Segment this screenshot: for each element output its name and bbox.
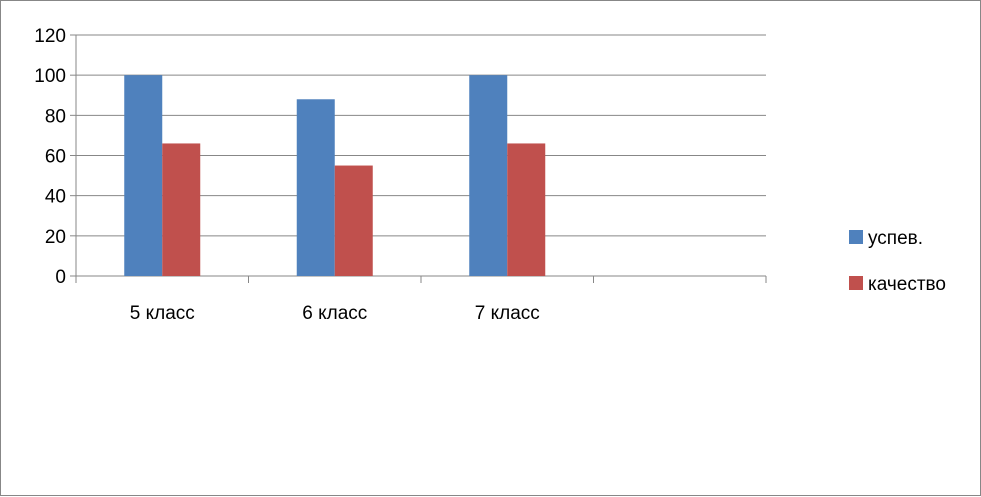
legend-label: качество <box>868 274 946 295</box>
bar <box>296 99 335 277</box>
bar <box>162 143 201 276</box>
x-category-label: 5 класс <box>130 303 195 324</box>
bar <box>334 165 373 276</box>
bar <box>124 75 163 277</box>
legend-swatch <box>849 276 863 290</box>
y-tick-label: 100 <box>34 66 66 87</box>
y-tick-label: 80 <box>45 106 66 127</box>
y-tick-label: 20 <box>45 227 66 248</box>
x-category-label: 6 класс <box>302 303 367 324</box>
bar <box>469 75 508 277</box>
y-tick-label: 0 <box>55 267 66 288</box>
bar <box>507 143 546 276</box>
x-category-label: 7 класс <box>475 303 540 324</box>
legend-label: успев. <box>868 228 923 249</box>
y-tick-label: 40 <box>45 187 66 208</box>
legend-swatch <box>849 230 863 244</box>
y-tick-label: 120 <box>34 26 66 47</box>
y-tick-label: 60 <box>45 147 66 168</box>
